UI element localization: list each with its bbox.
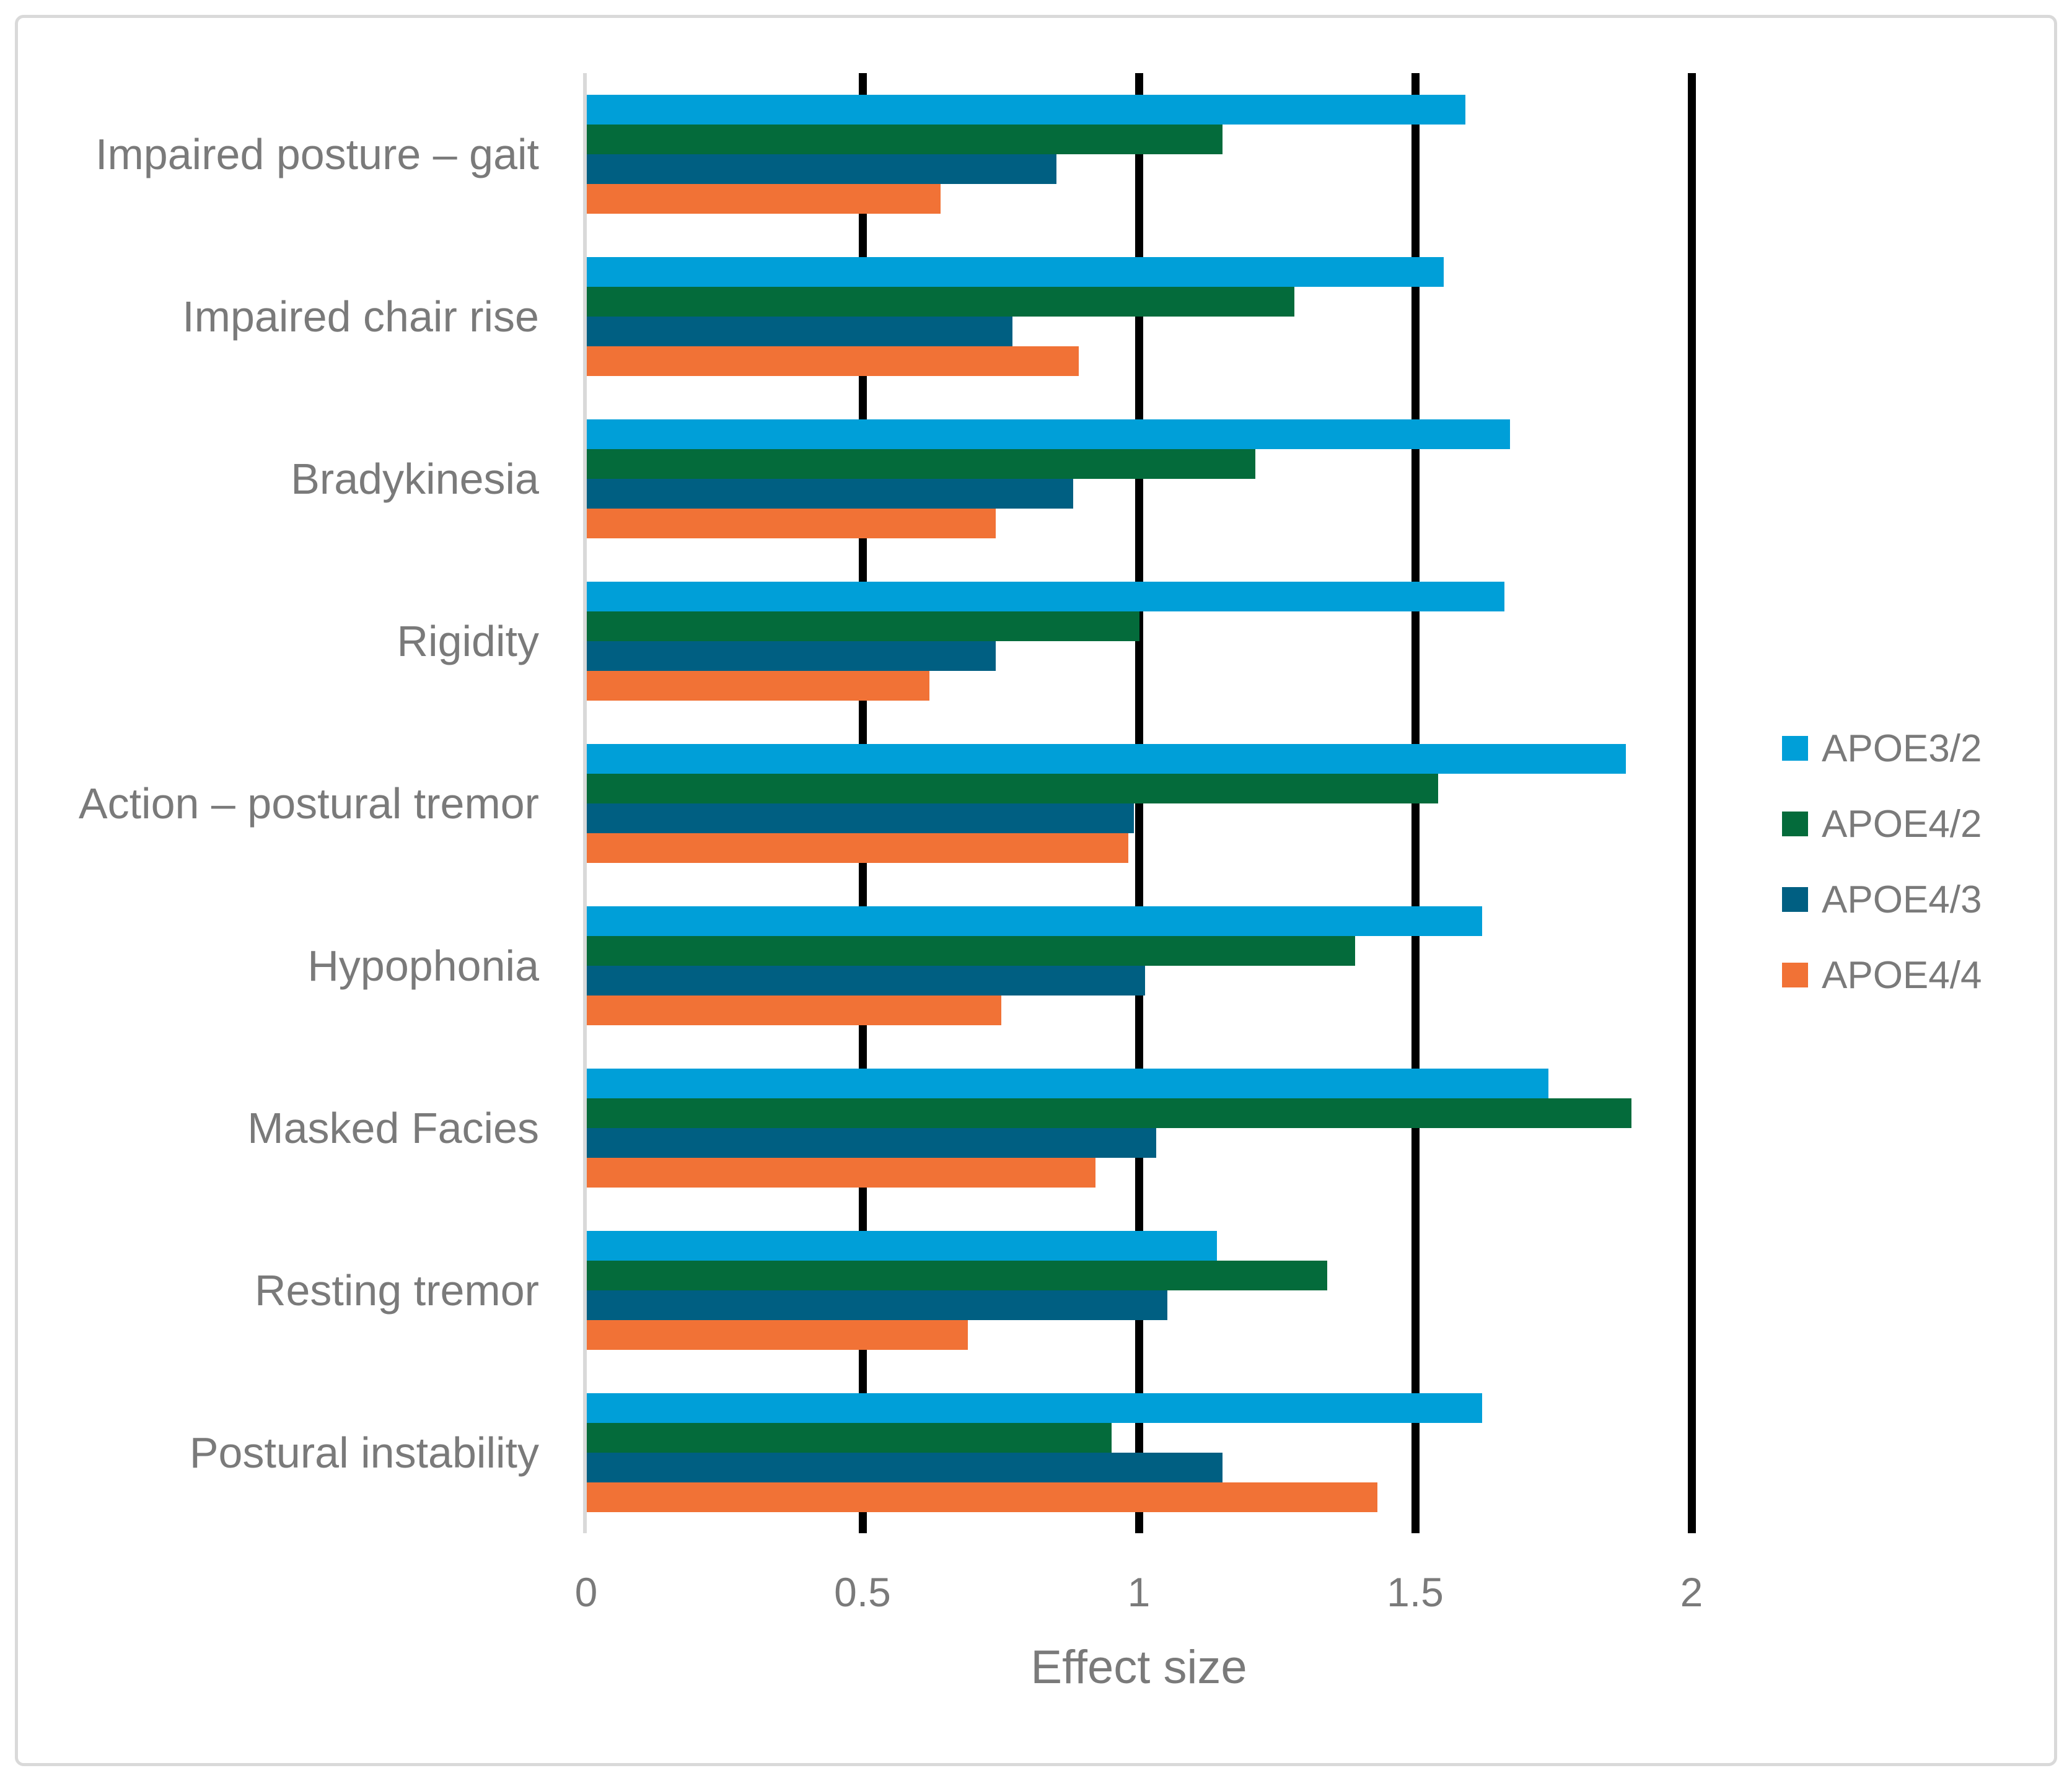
- legend-label-apoe4-4: APOE4/4: [1822, 953, 1982, 997]
- legend-item-apoe3-2: APOE3/2: [1782, 727, 1982, 770]
- bar-apoe4-4-postural-instability: [587, 1482, 1377, 1512]
- category-label-rigidity: Rigidity: [397, 617, 539, 665]
- legend-item-apoe4-4: APOE4/4: [1782, 954, 1982, 997]
- x-tick-label-1.5: 1.5: [1387, 1569, 1444, 1615]
- bar-apoe4-3-bradykinesia: [587, 479, 1073, 509]
- bar-apoe4-2-rigidity: [587, 611, 1139, 641]
- category-label-impaired-posture-gait: Impaired posture – gait: [95, 130, 539, 178]
- bar-apoe4-4-action-postural-tremor: [587, 833, 1128, 863]
- bar-apoe3-2-masked-facies: [587, 1069, 1548, 1098]
- bar-apoe4-2-postural-instability: [587, 1423, 1112, 1453]
- category-label-resting-tremor: Resting tremor: [254, 1266, 539, 1315]
- category-label-action-postural-tremor: Action – postural tremor: [78, 779, 539, 828]
- x-tick-label-1: 1: [1127, 1569, 1151, 1615]
- legend-swatch-apoe3-2: [1782, 736, 1808, 761]
- gridline-2: [1687, 73, 1696, 1533]
- bar-apoe4-2-bradykinesia: [587, 449, 1255, 479]
- plot-area: [583, 73, 1729, 1533]
- bar-apoe3-2-impaired-posture-gait: [587, 95, 1465, 125]
- bar-apoe4-2-action-postural-tremor: [587, 774, 1438, 803]
- legend-item-apoe4-3: APOE4/3: [1782, 878, 1982, 921]
- bar-apoe3-2-resting-tremor: [587, 1231, 1217, 1261]
- legend: APOE3/2 APOE4/2 APOE4/3 APOE4/4: [1782, 727, 1982, 1038]
- bar-apoe3-2-bradykinesia: [587, 419, 1510, 449]
- bar-apoe4-4-hypophonia: [587, 996, 1001, 1025]
- bar-apoe4-3-masked-facies: [587, 1128, 1156, 1158]
- bar-apoe3-2-impaired-chair-rise: [587, 257, 1444, 287]
- bar-apoe4-2-resting-tremor: [587, 1261, 1327, 1290]
- legend-item-apoe4-2: APOE4/2: [1782, 803, 1982, 846]
- bar-apoe4-4-rigidity: [587, 671, 929, 701]
- bar-apoe4-4-masked-facies: [587, 1158, 1095, 1188]
- category-label-postural-instability: Postural instability: [189, 1429, 539, 1477]
- bar-apoe4-3-resting-tremor: [587, 1290, 1167, 1320]
- x-tick-label-0: 0: [574, 1569, 598, 1615]
- category-label-impaired-chair-rise: Impaired chair rise: [182, 292, 539, 341]
- bar-apoe4-3-action-postural-tremor: [587, 803, 1134, 833]
- x-axis-title: Effect size: [1030, 1641, 1247, 1694]
- bar-apoe3-2-hypophonia: [587, 906, 1482, 936]
- bar-apoe4-2-impaired-chair-rise: [587, 287, 1294, 317]
- category-label-masked-facies: Masked Facies: [247, 1104, 539, 1152]
- bar-apoe4-4-bradykinesia: [587, 509, 996, 538]
- bar-apoe3-2-action-postural-tremor: [587, 744, 1626, 774]
- bar-apoe4-2-impaired-posture-gait: [587, 125, 1223, 154]
- bar-apoe4-3-impaired-chair-rise: [587, 317, 1012, 346]
- x-tick-label-0.5: 0.5: [834, 1569, 891, 1615]
- bar-apoe4-2-hypophonia: [587, 936, 1355, 966]
- legend-swatch-apoe4-4: [1782, 963, 1808, 987]
- category-axis: Impaired posture – gait Impaired chair ri…: [37, 73, 539, 1533]
- legend-swatch-apoe4-3: [1782, 887, 1808, 912]
- category-label-bradykinesia: Bradykinesia: [291, 455, 539, 503]
- legend-label-apoe4-3: APOE4/3: [1822, 878, 1982, 921]
- zero-axis-line: [583, 73, 587, 1533]
- bar-apoe4-4-resting-tremor: [587, 1320, 968, 1350]
- bar-apoe4-3-hypophonia: [587, 966, 1145, 996]
- legend-label-apoe4-2: APOE4/2: [1822, 802, 1982, 846]
- bar-apoe4-4-impaired-posture-gait: [587, 184, 941, 214]
- bar-apoe4-3-rigidity: [587, 641, 996, 671]
- x-tick-label-2: 2: [1680, 1569, 1703, 1615]
- bar-apoe4-2-masked-facies: [587, 1098, 1631, 1128]
- category-label-hypophonia: Hypophonia: [307, 942, 539, 990]
- bar-apoe3-2-rigidity: [587, 582, 1504, 611]
- bar-apoe4-3-impaired-posture-gait: [587, 154, 1056, 184]
- bar-apoe4-3-postural-instability: [587, 1453, 1223, 1482]
- legend-swatch-apoe4-2: [1782, 812, 1808, 836]
- bar-apoe3-2-postural-instability: [587, 1393, 1482, 1423]
- bar-apoe4-4-impaired-chair-rise: [587, 346, 1079, 376]
- legend-label-apoe3-2: APOE3/2: [1822, 727, 1982, 770]
